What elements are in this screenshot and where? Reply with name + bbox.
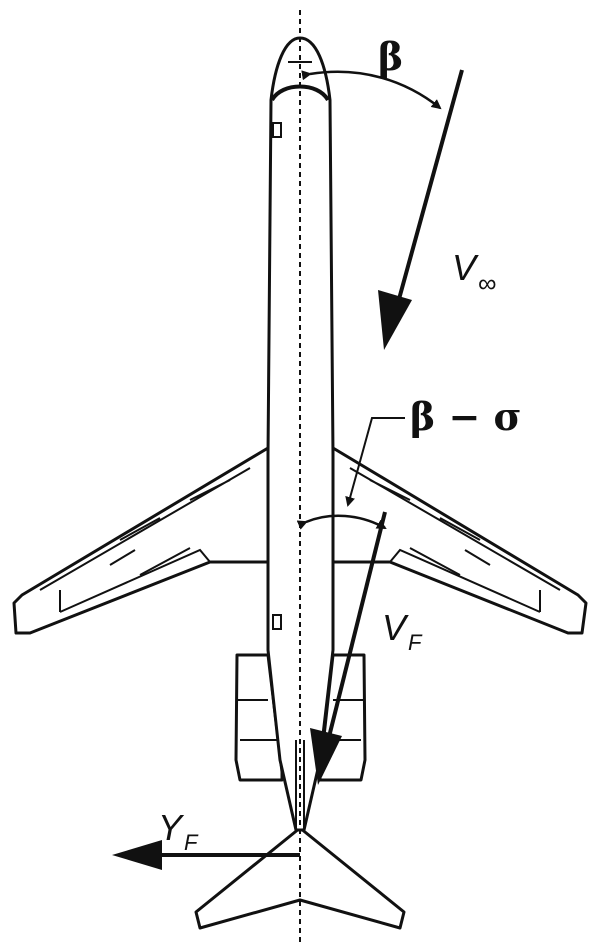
- left-wing: [12, 446, 270, 635]
- right-aileron: [409, 547, 541, 612]
- v-infinity-arrowhead: [378, 290, 412, 350]
- right-wing-leading-edge-slats: [349, 467, 561, 591]
- y-f-symbol: Y: [158, 807, 183, 848]
- left-engine-inlet: [237, 699, 278, 741]
- y-f-subscript: F: [184, 830, 198, 855]
- y-f-label: YF: [158, 807, 197, 854]
- beta-angle-arc: [301, 70, 442, 110]
- v-infinity-symbol: V: [452, 247, 477, 288]
- beta-minus-sigma-label: β − σ: [410, 394, 522, 439]
- v-infinity-arrow-shaft: [394, 69, 464, 311]
- left-flap-outline: [59, 548, 211, 613]
- v-f-arrowhead: [310, 728, 342, 785]
- beta-sigma-leader: [345, 417, 405, 507]
- right-wing: [331, 446, 588, 635]
- right-flap-outline: [389, 548, 541, 613]
- left-aileron: [59, 547, 191, 612]
- v-f-label: VF: [382, 607, 421, 654]
- tail-cone: [295, 740, 305, 830]
- beta-label: β: [378, 34, 404, 79]
- v-f-subscript: F: [408, 630, 422, 655]
- left-door-rear: [272, 614, 282, 630]
- left-door-front: [272, 122, 282, 138]
- v-f-arrow-shaft: [325, 511, 387, 746]
- v-infinity-subscript: ∞: [478, 268, 497, 298]
- left-wing-leading-edge-slats: [39, 467, 251, 591]
- y-f-arrowhead: [112, 840, 162, 870]
- beta-sigma-arc: [296, 514, 387, 530]
- v-f-symbol: V: [382, 607, 407, 648]
- v-infinity-label: V∞: [452, 247, 497, 297]
